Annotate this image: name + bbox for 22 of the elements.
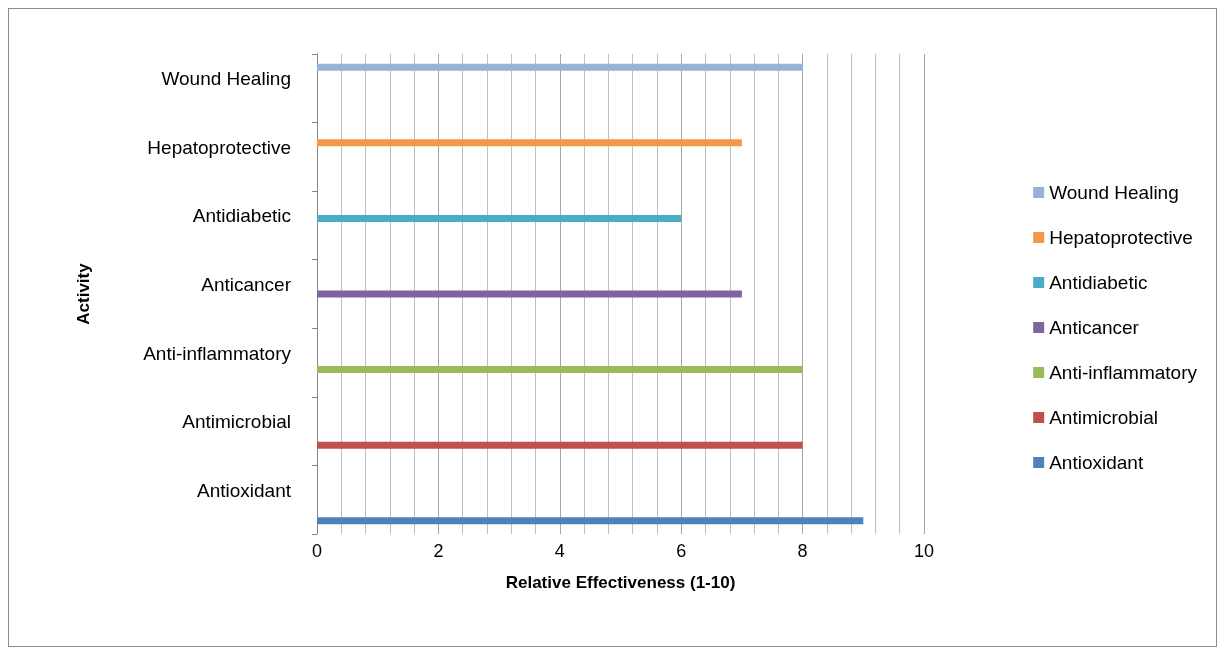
y-tick-label: Hepatoprotective (147, 136, 291, 158)
y-tick-label: Antioxidant (196, 479, 292, 501)
legend-label: Anti-inflammatory (1049, 362, 1198, 383)
x-tick-label: 10 (913, 541, 935, 561)
y-tick-label: Wound Healing (161, 68, 291, 90)
x-axis-title: Relative Effectiveness (1-10) (505, 573, 736, 592)
x-tick-label: 6 (676, 541, 687, 561)
y-axis-title: Activity (74, 262, 93, 325)
x-tick-label: 2 (433, 541, 444, 561)
legend-label: Wound Healing (1049, 182, 1179, 203)
legend-label: Antidiabetic (1049, 272, 1148, 293)
y-tick-label: Antimicrobial (182, 411, 291, 433)
y-tick-label: Antidiabetic (192, 205, 291, 227)
legend-label: Antimicrobial (1049, 407, 1158, 428)
y-tick-label: Anticancer (201, 274, 292, 295)
legend-label: Hepatoprotective (1049, 227, 1193, 248)
y-tick-label: Anti-inflammatory (143, 342, 292, 364)
x-tick-label: 4 (554, 541, 565, 561)
legend-label: Antioxidant (1049, 452, 1144, 473)
x-tick-label: 8 (797, 541, 808, 561)
x-tick-label: 0 (311, 541, 323, 561)
legend-label: Anticancer (1049, 317, 1140, 338)
